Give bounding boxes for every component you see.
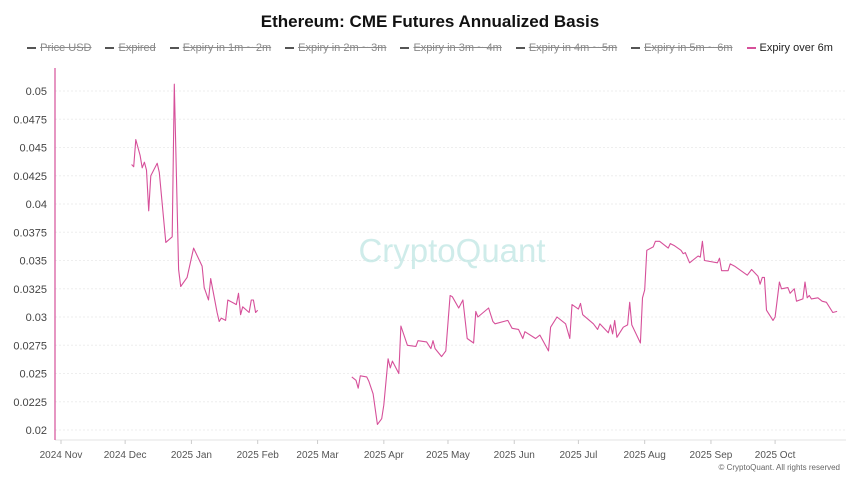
legend-swatch xyxy=(27,47,37,49)
y-tick-label: 0.03 xyxy=(26,312,47,324)
x-tick-label: 2025 Oct xyxy=(755,450,796,461)
x-tick-label: 2025 Aug xyxy=(624,450,666,461)
legend-item[interactable]: Expiry over 6m xyxy=(746,42,833,54)
y-tick-label: 0.0425 xyxy=(13,171,47,183)
legend-swatch xyxy=(169,47,179,49)
legend-label: Expiry in 2m ~ 3m xyxy=(298,42,387,54)
y-tick-label: 0.0225 xyxy=(13,397,47,409)
y-tick-label: 0.025 xyxy=(19,369,47,381)
chart-title: Ethereum: CME Futures Annualized Basis xyxy=(260,12,600,31)
x-tick-label: 2025 Jun xyxy=(494,450,535,461)
legend-label: Expiry in 3m ~ 4m xyxy=(413,42,502,54)
legend-label: Expired xyxy=(118,42,156,54)
y-tick-label: 0.0475 xyxy=(13,114,47,126)
legend-swatch xyxy=(285,47,295,49)
legend-swatch xyxy=(515,47,525,49)
y-tick-label: 0.0325 xyxy=(13,284,47,296)
legend-item[interactable]: Expiry in 4m ~ 5m xyxy=(515,42,618,54)
legend: Price USD Expired Expiry in 1m ~ 2m Expiry … xyxy=(0,42,860,54)
legend-item[interactable]: Expiry in 3m ~ 4m xyxy=(400,42,502,54)
x-tick-label: 2025 Jan xyxy=(171,450,212,461)
legend-swatch xyxy=(631,47,641,49)
y-tick-label: 0.02 xyxy=(26,425,47,437)
legend-label: Expiry over 6m xyxy=(759,42,833,54)
legend-swatch xyxy=(400,47,410,49)
copyright-credit: © CryptoQuant. All rights reserved xyxy=(718,463,841,472)
watermark: CryptoQuant xyxy=(358,232,545,269)
y-tick-label: 0.0375 xyxy=(13,227,47,239)
legend-item[interactable]: Expiry in 1m ~ 2m xyxy=(169,42,272,54)
y-tick-label: 0.045 xyxy=(19,143,47,155)
y-tick-label: 0.0275 xyxy=(13,340,47,352)
x-tick-label: 2024 Nov xyxy=(40,450,83,461)
x-tick-label: 2025 Jul xyxy=(559,450,597,461)
series-line-expiry-over-6m xyxy=(131,83,838,425)
legend-swatch xyxy=(105,47,115,49)
x-tick-label: 2025 May xyxy=(426,450,470,461)
x-tick-label: 2025 Sep xyxy=(690,450,733,461)
x-tick-label: 2025 Mar xyxy=(296,450,339,461)
legend-item[interactable]: Expiry in 5m ~ 6m xyxy=(631,42,733,54)
x-tick-label: 2025 Apr xyxy=(364,450,405,461)
legend-item[interactable]: Expiry in 2m ~ 3m xyxy=(285,42,386,54)
legend-item[interactable]: Expired xyxy=(105,42,156,54)
x-tick-label: 2024 Dec xyxy=(104,450,147,461)
y-tick-label: 0.04 xyxy=(26,199,47,211)
legend-label: Expiry in 5m ~ 6m xyxy=(644,42,733,54)
legend-label: Expiry in 1m ~ 2m xyxy=(182,42,272,54)
y-tick-label: 0.05 xyxy=(26,86,47,98)
legend-item[interactable]: Price USD xyxy=(27,42,91,54)
legend-label: Expiry in 4m ~ 5m xyxy=(528,42,618,54)
x-tick-label: 2025 Feb xyxy=(237,450,280,461)
y-tick-label: 0.035 xyxy=(19,256,47,268)
legend-swatch xyxy=(746,47,756,49)
legend-label: Price USD xyxy=(40,42,92,54)
